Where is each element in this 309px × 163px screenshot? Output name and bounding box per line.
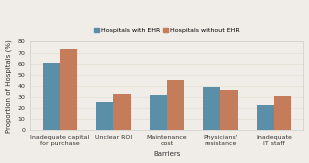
Legend: Hospitals with EHR, Hospitals without EHR: Hospitals with EHR, Hospitals without EH… xyxy=(91,25,242,35)
Bar xyxy=(257,105,274,130)
Bar xyxy=(150,95,167,130)
Bar xyxy=(274,96,291,130)
Bar xyxy=(167,80,184,130)
Bar xyxy=(96,103,113,130)
Bar xyxy=(220,90,238,130)
Y-axis label: Proportion of Hospitals (%): Proportion of Hospitals (%) xyxy=(6,39,12,133)
Bar xyxy=(60,49,77,130)
Bar xyxy=(113,94,130,130)
Bar xyxy=(203,87,220,130)
X-axis label: Barriers: Barriers xyxy=(153,151,180,157)
Bar xyxy=(43,63,60,130)
